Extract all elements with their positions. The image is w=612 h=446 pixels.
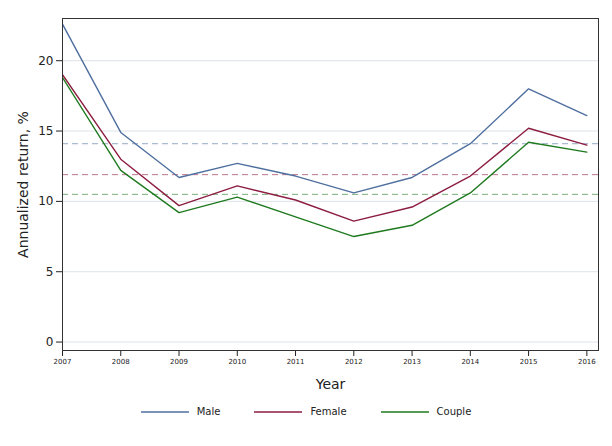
svg-text:2009: 2009 <box>170 358 188 366</box>
svg-text:2014: 2014 <box>461 358 479 366</box>
svg-text:2007: 2007 <box>54 358 72 366</box>
svg-text:Year: Year <box>315 376 346 392</box>
svg-text:2016: 2016 <box>578 358 596 366</box>
svg-text:20: 20 <box>38 54 53 68</box>
svg-text:2012: 2012 <box>345 358 363 366</box>
svg-text:2010: 2010 <box>228 358 246 366</box>
svg-text:2008: 2008 <box>112 358 130 366</box>
svg-text:2011: 2011 <box>287 358 305 366</box>
svg-text:15: 15 <box>38 124 53 138</box>
html-text:Female: Female <box>310 406 347 417</box>
svg-text:10: 10 <box>38 194 53 208</box>
svg-text:Annualized return, %: Annualized return, % <box>15 111 31 258</box>
svg-text:2013: 2013 <box>403 358 421 366</box>
svg-text:5: 5 <box>46 265 54 279</box>
svg-text:2015: 2015 <box>520 358 538 366</box>
html-text:Couple: Couple <box>436 406 472 417</box>
html-text:Male: Male <box>196 406 221 417</box>
svg-text:0: 0 <box>46 335 54 349</box>
